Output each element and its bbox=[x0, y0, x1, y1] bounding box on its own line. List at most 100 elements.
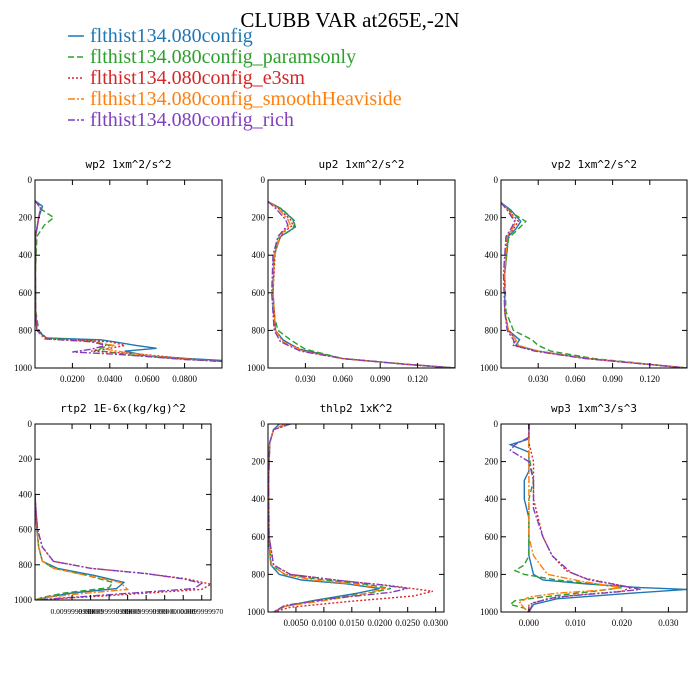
y-tick-label: 400 bbox=[252, 250, 266, 260]
subplot: up2 1xm^2/s^2 0 200 400 600 800 1000 0.030 0.060… bbox=[247, 158, 456, 384]
series-line bbox=[518, 424, 623, 612]
subplot-title: rtp2 1E-6x(kg/kg)^2 bbox=[60, 402, 186, 415]
x-tick-label: 0.00000 bbox=[171, 607, 196, 616]
series-line bbox=[35, 200, 222, 363]
y-tick-label: 600 bbox=[252, 288, 266, 298]
y-tick-label: 200 bbox=[252, 457, 266, 467]
y-tick-label: 1000 bbox=[14, 595, 33, 605]
x-tick-label: 0.0050 bbox=[284, 618, 309, 628]
plot-frame bbox=[34, 179, 223, 369]
y-tick-label: 1000 bbox=[480, 607, 499, 617]
x-tick-label: 0.0099999970 bbox=[180, 607, 223, 616]
y-tick-label: 1000 bbox=[247, 607, 266, 617]
series-line bbox=[268, 424, 408, 612]
subplot-title: wp2 1xm^2/s^2 bbox=[85, 158, 171, 171]
x-tick-label: 0.120 bbox=[640, 374, 661, 384]
x-tick-label: 0.0600 bbox=[135, 374, 160, 384]
y-tick-label: 600 bbox=[19, 288, 33, 298]
series-line bbox=[35, 494, 130, 600]
y-tick-label: 600 bbox=[19, 525, 33, 535]
y-tick-label: 800 bbox=[485, 325, 499, 335]
series-line bbox=[508, 424, 687, 612]
y-tick-label: 200 bbox=[19, 454, 33, 464]
y-tick-label: 0 bbox=[494, 419, 499, 429]
y-tick-label: 800 bbox=[19, 560, 33, 570]
subplot: wp2 1xm^2/s^2 0 200 400 600 800 1000 0.0200 0.04… bbox=[14, 158, 223, 384]
y-tick-label: 400 bbox=[485, 494, 499, 504]
x-tick-label: 0.020 bbox=[612, 618, 633, 628]
subplot: wp3 1xm^3/s^3 0 200 400 600 800 1000 0.000 0.010… bbox=[480, 402, 688, 628]
series-line bbox=[268, 424, 392, 612]
y-tick-label: 0 bbox=[494, 175, 499, 185]
x-tick-label: 0.0099999999 bbox=[125, 607, 168, 616]
series-line bbox=[501, 202, 687, 368]
series-line bbox=[35, 494, 126, 600]
y-tick-label: 0 bbox=[261, 175, 266, 185]
y-tick-label: 1000 bbox=[14, 363, 33, 373]
y-tick-label: 200 bbox=[485, 213, 499, 223]
legend-label: flthist134.080config_e3sm bbox=[90, 67, 305, 89]
x-tick-label: 0.0150 bbox=[339, 618, 364, 628]
plot-frame bbox=[34, 423, 212, 601]
series-line bbox=[268, 424, 386, 612]
legend-label: flthist134.080config_paramsonly bbox=[90, 46, 356, 68]
x-tick-label: 0.0300 bbox=[423, 618, 448, 628]
plot-frame bbox=[500, 179, 688, 369]
x-tick-label: 0.060 bbox=[565, 374, 586, 384]
series-line bbox=[509, 424, 641, 612]
series-line bbox=[268, 200, 455, 368]
subplot-title: up2 1xm^2/s^2 bbox=[318, 158, 404, 171]
legend-label: flthist134.080config_rich bbox=[90, 109, 294, 131]
y-tick-label: 400 bbox=[19, 250, 33, 260]
x-tick-label: 0.0200 bbox=[367, 618, 392, 628]
x-tick-label: 0.00000 bbox=[78, 607, 103, 616]
x-tick-label: 0.030 bbox=[295, 374, 316, 384]
x-tick-label: 0.090 bbox=[370, 374, 391, 384]
legend-label: flthist134.080config bbox=[90, 25, 253, 47]
legend: flthist134.080configflthist134.080config… bbox=[68, 25, 402, 131]
y-tick-label: 1000 bbox=[480, 363, 499, 373]
y-tick-label: 200 bbox=[252, 213, 266, 223]
y-tick-label: 800 bbox=[19, 325, 33, 335]
y-tick-label: 400 bbox=[485, 250, 499, 260]
y-tick-label: 600 bbox=[485, 532, 499, 542]
y-tick-label: 600 bbox=[252, 532, 266, 542]
x-tick-label: 0.000 bbox=[519, 618, 540, 628]
y-tick-label: 200 bbox=[19, 213, 33, 223]
series-line bbox=[501, 202, 687, 368]
series-line bbox=[35, 200, 222, 362]
series-line bbox=[35, 200, 222, 363]
subplot-title: wp3 1xm^3/s^3 bbox=[551, 402, 637, 415]
x-tick-label: 0.0100 bbox=[311, 618, 336, 628]
plot-frame bbox=[267, 423, 445, 613]
series-line bbox=[508, 424, 622, 612]
series-line bbox=[35, 494, 114, 600]
y-tick-label: 0 bbox=[28, 419, 33, 429]
y-tick-label: 400 bbox=[252, 494, 266, 504]
x-tick-label: 0.030 bbox=[658, 618, 679, 628]
subplot-title: vp2 1xm^2/s^2 bbox=[551, 158, 637, 171]
x-tick-label: 0.120 bbox=[407, 374, 428, 384]
x-tick-label: 0.0400 bbox=[97, 374, 122, 384]
series-line bbox=[501, 202, 687, 368]
y-tick-label: 800 bbox=[252, 569, 266, 579]
series-line bbox=[268, 201, 455, 368]
plot-frame bbox=[500, 423, 688, 613]
y-tick-label: 400 bbox=[19, 489, 33, 499]
y-tick-label: 0 bbox=[261, 419, 266, 429]
x-tick-label: 0.00000 bbox=[115, 607, 140, 616]
x-tick-label: 0.060 bbox=[333, 374, 354, 384]
subplot: rtp2 1E-6x(kg/kg)^2 0 200 400 600 800 1000 0.00… bbox=[14, 402, 224, 616]
x-tick-label: 0.0099999999 bbox=[50, 607, 93, 616]
y-tick-label: 800 bbox=[252, 325, 266, 335]
x-tick-label: 0.010 bbox=[565, 618, 586, 628]
subplot: thlp2 1xK^2 0 200 400 600 800 1000 0.0050 0.0100… bbox=[247, 402, 448, 628]
series-line bbox=[35, 200, 222, 363]
series-line bbox=[35, 200, 222, 363]
y-tick-label: 1000 bbox=[247, 363, 266, 373]
legend-label: flthist134.080config_smoothHeaviside bbox=[90, 88, 402, 110]
plot-frame bbox=[267, 179, 456, 369]
series-line bbox=[528, 424, 634, 612]
series-line bbox=[501, 202, 687, 368]
